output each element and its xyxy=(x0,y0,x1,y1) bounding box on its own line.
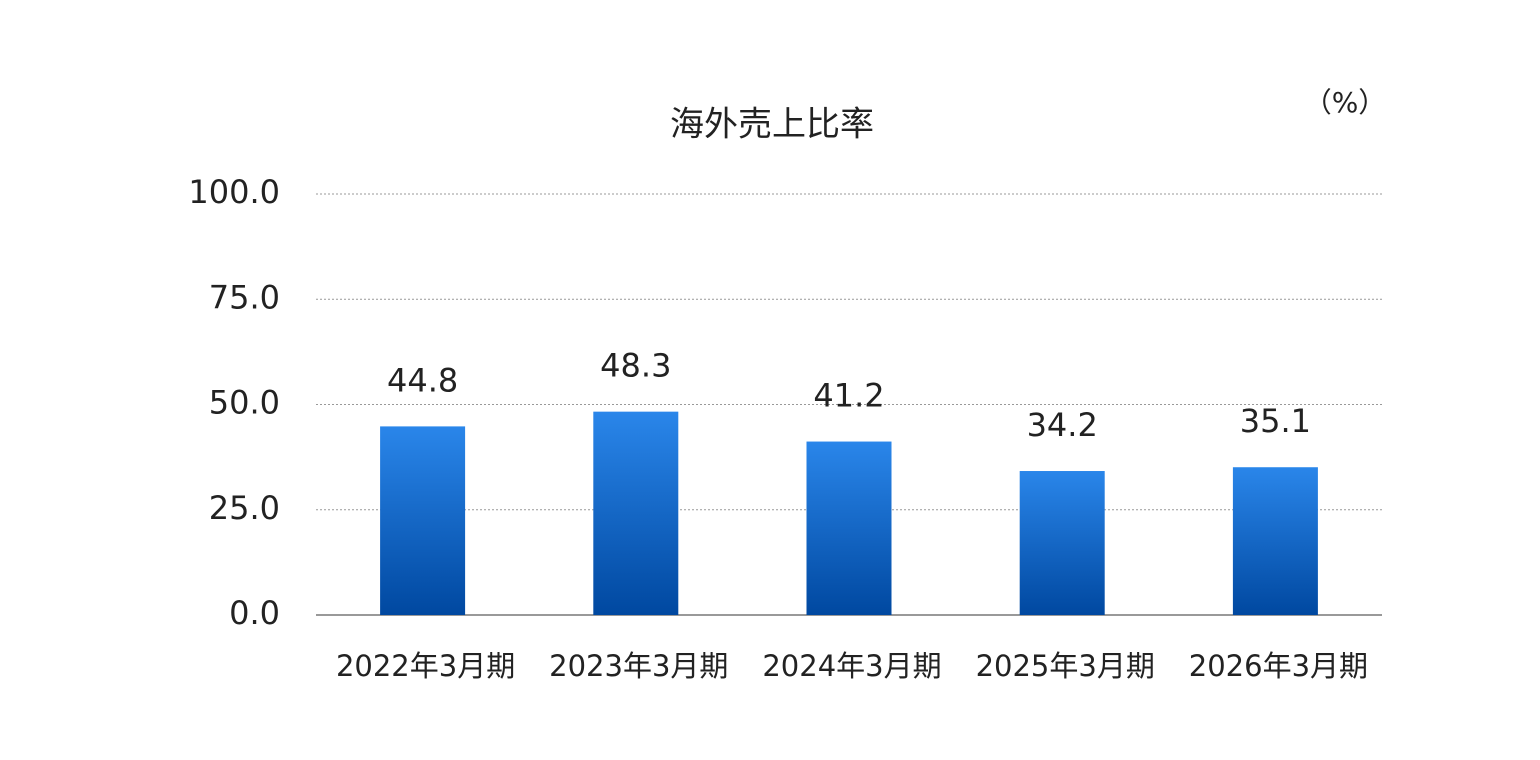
bar xyxy=(806,441,892,615)
unit-label: （%） xyxy=(1304,86,1387,119)
bar xyxy=(380,426,466,615)
x-tick-label: 2022年3月期 xyxy=(336,649,515,683)
value-label: 41.2 xyxy=(813,377,884,415)
x-tick-label: 2023年3月期 xyxy=(549,649,728,683)
x-tick-label: 2026年3月期 xyxy=(1189,649,1368,683)
y-tick-label: 50.0 xyxy=(209,384,280,422)
y-tick-label: 75.0 xyxy=(209,278,280,316)
bar xyxy=(593,411,679,615)
bar xyxy=(1232,467,1318,615)
value-label: 44.8 xyxy=(387,361,458,399)
value-label: 34.2 xyxy=(1027,406,1098,444)
y-tick-label: 25.0 xyxy=(209,489,280,527)
y-tick-label: 0.0 xyxy=(229,594,280,632)
x-tick-label: 2024年3月期 xyxy=(762,649,941,683)
y-tick-label: 100.0 xyxy=(188,173,280,211)
value-label: 35.1 xyxy=(1240,402,1311,440)
x-tick-label: 2025年3月期 xyxy=(976,649,1155,683)
chart-title: 海外売上比率 xyxy=(670,105,874,145)
value-label: 48.3 xyxy=(600,347,671,385)
bar xyxy=(1019,471,1105,615)
